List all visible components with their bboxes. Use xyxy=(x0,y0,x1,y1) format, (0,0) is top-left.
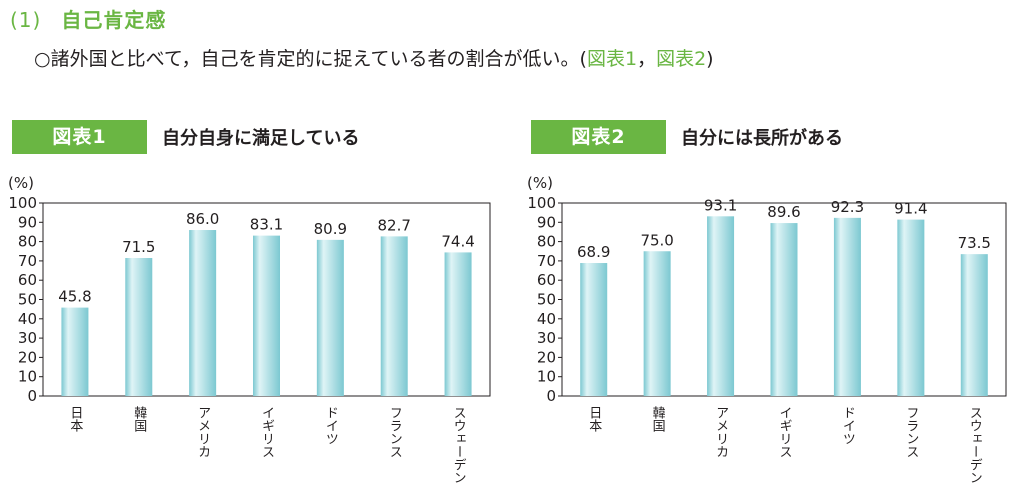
bar-value-label: 89.6 xyxy=(767,203,800,221)
bar-value-label: 83.1 xyxy=(250,216,283,234)
bar-value-label: 68.9 xyxy=(577,243,610,261)
lead-text: ○諸外国と比べて，自己を肯定的に捉えている者の割合が低い。( xyxy=(34,48,587,70)
section-title: (1) 自己肯定感 xyxy=(10,4,166,33)
figure1-badge: 図表1 xyxy=(12,120,147,154)
bar-value-label: 71.5 xyxy=(122,238,155,256)
x-category-label: 韓国 xyxy=(131,406,147,432)
section-number: (1) xyxy=(10,8,42,32)
x-category-label: 日本 xyxy=(586,406,602,432)
bar-value-label: 80.9 xyxy=(314,220,347,238)
lead-ref-figure2: 図表2 xyxy=(656,48,707,70)
bar xyxy=(833,217,861,396)
y-tick-label: 0 xyxy=(27,387,37,405)
y-tick-label: 30 xyxy=(18,329,37,347)
bar xyxy=(61,307,89,396)
bar xyxy=(643,251,671,396)
x-category-label: 韓国 xyxy=(650,406,666,432)
bar xyxy=(316,239,344,396)
section-heading: 自己肯定感 xyxy=(61,8,167,32)
y-tick-label: 10 xyxy=(537,368,556,386)
y-tick-label: 30 xyxy=(537,329,556,347)
x-category-label: アメリカ xyxy=(713,406,728,458)
bar xyxy=(960,254,988,396)
bar-value-label: 91.4 xyxy=(894,200,927,218)
figure1-title: 自分自身に満足している xyxy=(162,128,360,149)
lead-sentence: ○諸外国と比べて，自己を肯定的に捉えている者の割合が低い。(図表1，図表2) xyxy=(34,44,714,71)
bar-value-label: 75.0 xyxy=(640,231,673,249)
y-tick-label: 20 xyxy=(18,348,37,366)
y-tick-label: 50 xyxy=(18,291,37,309)
bar xyxy=(707,216,735,396)
bar xyxy=(897,219,925,396)
y-tick-label: 80 xyxy=(18,233,37,251)
bar xyxy=(253,235,280,396)
bar-value-label: 82.7 xyxy=(378,216,411,234)
y-tick-label: 20 xyxy=(537,348,556,366)
y-tick-label: 90 xyxy=(18,213,37,231)
x-category-label: ドイツ xyxy=(840,406,855,445)
x-category-label: スウェーデン xyxy=(967,406,982,484)
y-tick-label: 50 xyxy=(537,291,556,309)
x-category-label: フランス xyxy=(387,406,402,458)
y-tick-label: 60 xyxy=(18,271,37,289)
lead-ref-figure1: 図表1 xyxy=(586,48,638,70)
bar-value-label: 92.3 xyxy=(831,198,864,216)
lead-close-paren: ) xyxy=(706,48,714,70)
bar-value-label: 93.1 xyxy=(704,196,737,214)
y-tick-label: 40 xyxy=(537,310,556,328)
x-category-label: イギリス xyxy=(777,406,792,458)
y-axis-unit-label: (%) xyxy=(8,174,34,192)
y-tick-label: 70 xyxy=(18,252,37,270)
bar xyxy=(380,236,408,396)
y-tick-label: 40 xyxy=(18,310,37,328)
x-category-label: アメリカ xyxy=(195,406,210,458)
y-tick-label: 60 xyxy=(537,271,556,289)
bar-value-label: 74.4 xyxy=(441,232,474,250)
bar-value-label: 45.8 xyxy=(58,288,91,306)
bar-value-label: 86.0 xyxy=(186,210,219,228)
x-category-label: スウェーデン xyxy=(451,406,466,484)
y-tick-label: 100 xyxy=(8,194,37,212)
x-category-label: 日本 xyxy=(67,406,83,432)
figure2-badge: 図表2 xyxy=(531,120,666,154)
bar xyxy=(444,252,472,396)
y-axis-unit-label: (%) xyxy=(527,174,553,192)
y-tick-label: 80 xyxy=(537,233,556,251)
x-category-label: イギリス xyxy=(259,406,274,458)
bar-value-label: 73.5 xyxy=(958,234,991,252)
y-tick-label: 100 xyxy=(527,194,556,212)
y-tick-label: 90 xyxy=(537,213,556,231)
y-tick-label: 70 xyxy=(537,252,556,270)
y-tick-label: 0 xyxy=(546,387,556,405)
bar xyxy=(125,258,153,396)
bar xyxy=(189,230,217,396)
figure2-title: 自分には長所がある xyxy=(681,128,843,149)
bar xyxy=(580,263,608,396)
x-category-label: フランス xyxy=(903,406,918,458)
lead-separator: ， xyxy=(637,48,657,70)
x-category-label: ドイツ xyxy=(323,406,338,445)
bar xyxy=(770,223,798,396)
y-tick-label: 10 xyxy=(18,368,37,386)
